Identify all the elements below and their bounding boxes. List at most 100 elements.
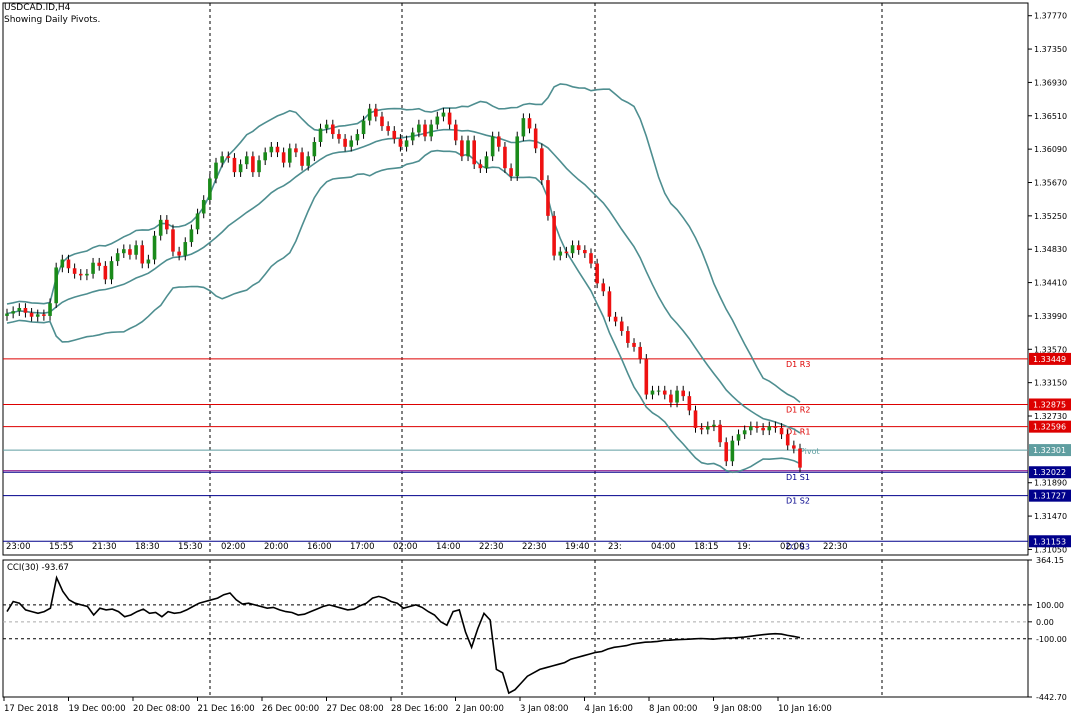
- candle-body: [552, 215, 556, 256]
- candle-body: [29, 312, 34, 317]
- candle-body: [712, 424, 716, 427]
- candle-body: [165, 219, 169, 230]
- candle-body: [515, 136, 520, 177]
- candle-body: [17, 307, 22, 312]
- candle-body: [392, 130, 397, 139]
- time-axis-label: 3 Jan 08:00: [520, 704, 568, 714]
- candle-body: [294, 148, 298, 153]
- candle-body: [337, 134, 341, 139]
- candle-body: [257, 160, 261, 173]
- pivot-price-text: 1.32596: [1033, 423, 1066, 432]
- time-stamp: 23:00: [6, 542, 31, 552]
- cci-tick-label: -442.70: [1036, 693, 1067, 702]
- bollinger-upper: [6, 83, 801, 403]
- candle-body: [785, 434, 790, 446]
- pivot-price-box: [1029, 535, 1071, 548]
- candle-body: [343, 138, 347, 147]
- price-tick-label: 1.32730: [1034, 412, 1067, 421]
- candle-body: [91, 262, 95, 274]
- pivot-price-text: 1.32301: [1033, 446, 1066, 455]
- main-pane-frame: [2, 2, 1029, 556]
- candle-body: [11, 311, 15, 314]
- candle-body: [115, 253, 120, 262]
- time-stamp: 19:40: [565, 542, 590, 552]
- candle-body: [626, 331, 630, 343]
- candle-body: [718, 424, 722, 443]
- pivot-price-box: [1029, 420, 1071, 433]
- candle-body: [78, 273, 83, 276]
- candle-body: [496, 136, 501, 147]
- candle-body: [355, 134, 360, 141]
- candle-body: [656, 390, 661, 392]
- candle-body: [650, 390, 655, 395]
- time-stamp: 20:00: [264, 542, 289, 552]
- candle-body: [601, 283, 606, 292]
- candle-body: [681, 390, 686, 397]
- candle-body: [183, 242, 188, 256]
- pivot-label: D1 S2: [786, 497, 810, 506]
- price-tick-label: 1.31050: [1034, 545, 1067, 554]
- bollinger-lower: [6, 149, 801, 474]
- candle-body: [208, 178, 212, 200]
- candle-body: [109, 261, 114, 280]
- candle-body: [152, 235, 157, 260]
- candle-body: [35, 314, 40, 317]
- candle-body: [158, 219, 163, 236]
- candle-body: [134, 245, 138, 255]
- candle-body: [318, 128, 323, 142]
- candle-body: [742, 430, 747, 435]
- candle-body: [749, 426, 753, 431]
- candle-body: [232, 157, 237, 173]
- pivot-price-text: 1.33449: [1033, 355, 1066, 364]
- candle-body: [773, 426, 778, 428]
- price-tick-label: 1.33150: [1034, 379, 1067, 388]
- time-stamp: 17:00: [350, 542, 375, 552]
- price-tick-label: 1.37770: [1034, 12, 1067, 21]
- symbol-title: USDCAD.ID,H4: [4, 3, 71, 13]
- candle-body: [472, 140, 476, 165]
- candle-body: [540, 148, 544, 181]
- candle-body: [558, 251, 563, 256]
- candle-body: [146, 259, 151, 264]
- candle-body: [177, 251, 181, 256]
- candle-body: [349, 140, 354, 147]
- candle-body: [435, 116, 440, 125]
- candle-body: [478, 164, 483, 169]
- time-axis-label: 19 Dec 00:00: [69, 704, 126, 714]
- candle-body: [214, 162, 218, 179]
- price-tick-label: 1.36510: [1034, 112, 1067, 121]
- pivot-price-text: 1.32022: [1033, 468, 1066, 477]
- pivot-label: Pivot: [800, 447, 820, 456]
- pivot-label: D1 R3: [786, 360, 810, 369]
- candle-body: [300, 152, 304, 166]
- candle-body: [644, 358, 649, 395]
- candle-body: [460, 140, 464, 157]
- candle-body: [367, 108, 372, 121]
- pivot-price-text: 1.31727: [1033, 492, 1066, 501]
- candle-body: [287, 148, 292, 163]
- candle-body: [447, 112, 452, 125]
- cci-tick-label: -100.00: [1036, 635, 1067, 644]
- time-axis-label: 21 Dec 16:00: [198, 704, 255, 714]
- candle-body: [607, 291, 612, 317]
- time-axis-label: 26 Dec 00:00: [262, 704, 319, 714]
- time-stamp: 02:00: [393, 542, 418, 552]
- time-stamp: 22:30: [479, 542, 504, 552]
- time-axis-label: 10 Jan 16:00: [778, 704, 832, 714]
- chart-subtitle: Showing Daily Pivots.: [4, 15, 101, 25]
- pivot-price-box: [1029, 398, 1071, 411]
- time-axis-label: 2 Jan 00:00: [456, 704, 504, 714]
- pivot-price-box: [1029, 466, 1071, 479]
- price-tick-label: 1.36090: [1034, 145, 1067, 154]
- candle-body: [453, 124, 458, 141]
- candle-body: [5, 313, 9, 316]
- candle-body: [251, 156, 255, 173]
- candle-body: [619, 321, 624, 332]
- candle-body: [570, 245, 575, 254]
- candle-body: [410, 132, 415, 141]
- price-tick-label: 1.33990: [1034, 312, 1067, 321]
- candle-body: [306, 156, 311, 166]
- time-stamp: 15:55: [49, 542, 74, 552]
- time-axis-label: 9 Jan 08:00: [714, 704, 762, 714]
